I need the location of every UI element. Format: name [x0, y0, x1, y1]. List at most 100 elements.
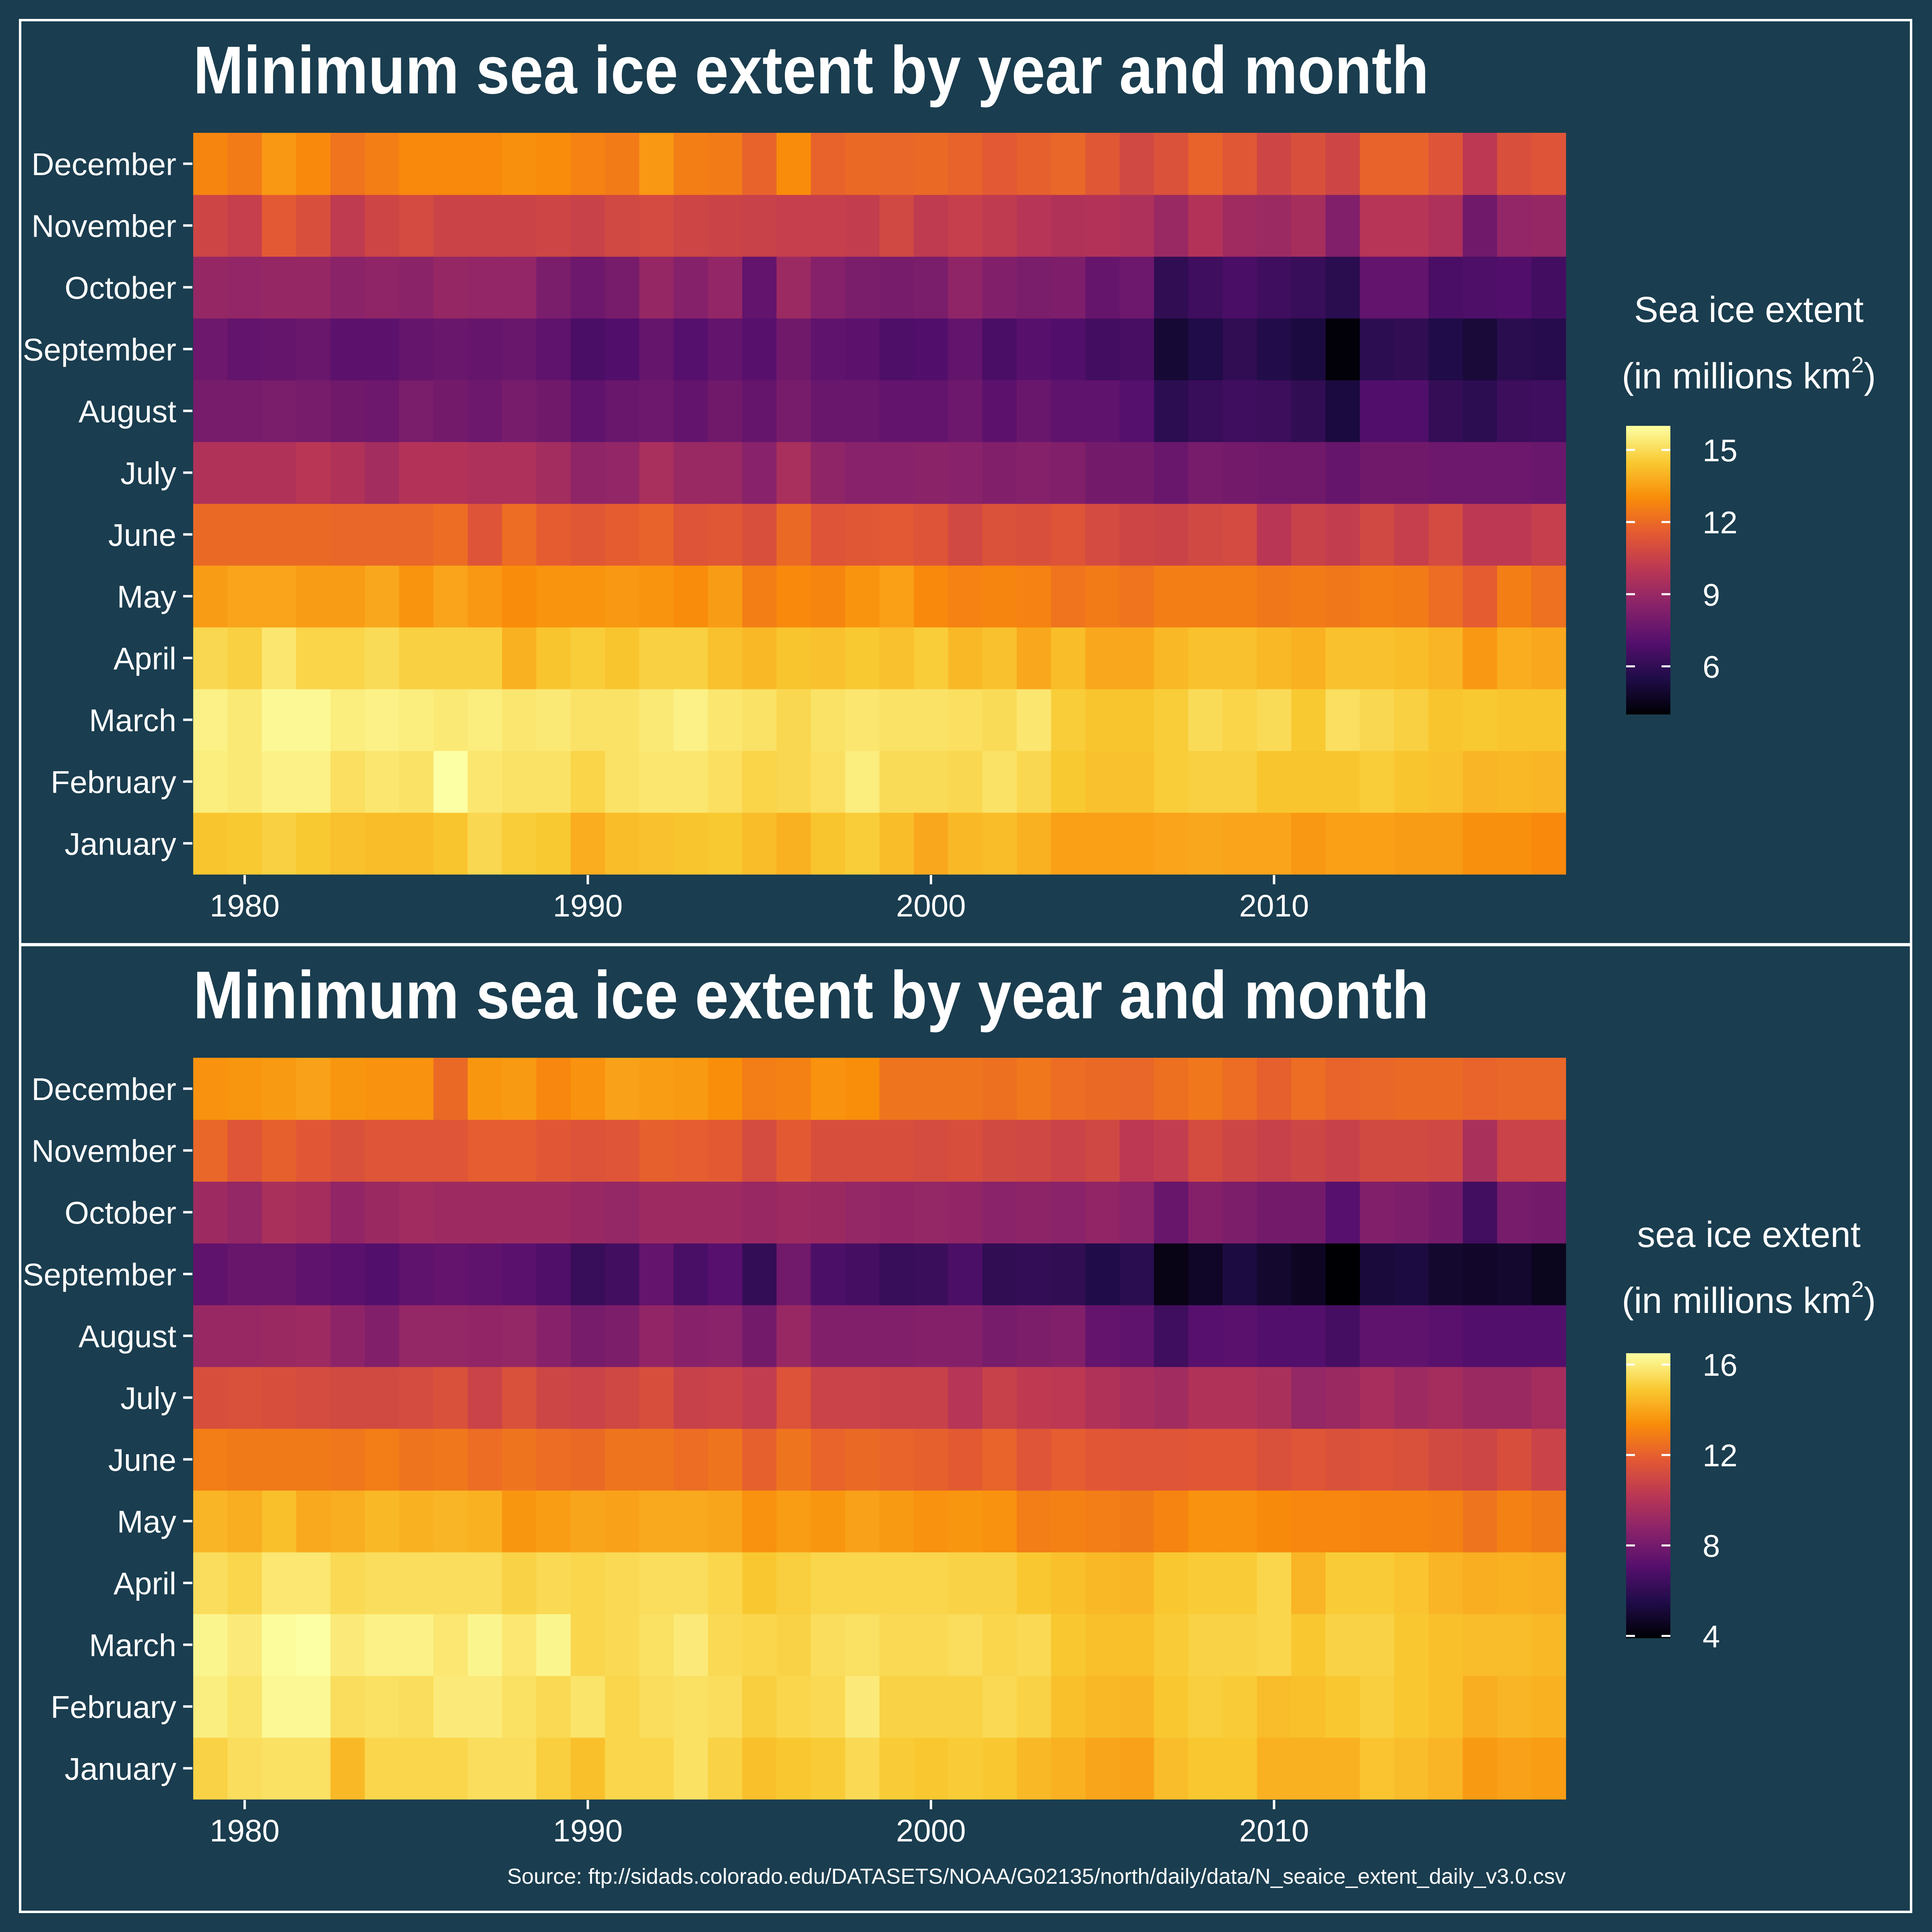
heatmap-cell [570, 751, 605, 813]
chart-2-legend-title: sea ice extent [1637, 1215, 1860, 1255]
heatmap-cell [776, 812, 811, 875]
heatmap-cell [433, 1428, 468, 1491]
heatmap-cell [433, 1119, 468, 1182]
heatmap-cell [468, 627, 503, 689]
heatmap-cell [708, 1676, 743, 1738]
heatmap-cell [914, 1243, 949, 1305]
x-tick-label: 2000 [896, 888, 966, 923]
chart-1-legend-title: Sea ice extent [1634, 290, 1864, 330]
heatmap-cell [1531, 627, 1566, 689]
heatmap-cell [811, 751, 846, 813]
heatmap-cell [433, 1058, 468, 1120]
heatmap-cell [1428, 380, 1463, 442]
heatmap-cell [1085, 442, 1120, 504]
heatmap-cell [227, 689, 262, 751]
chart-2-title: Minimum sea ice extent by year and month [193, 957, 1429, 1033]
heatmap-cell [742, 1614, 777, 1676]
heatmap-cell [845, 812, 880, 875]
heatmap-cell [1085, 380, 1120, 442]
heatmap-cell [948, 133, 983, 195]
heatmap-cell [1531, 1737, 1566, 1800]
y-tick-label: September [23, 332, 176, 367]
heatmap-cell [1222, 1181, 1257, 1244]
heatmap-cell [570, 318, 605, 380]
heatmap-cell [1051, 751, 1086, 813]
legend-tick-label: 12 [1703, 505, 1738, 540]
heatmap-cell [1188, 1552, 1223, 1614]
y-tick-label: January [65, 1751, 177, 1786]
heatmap-cell [227, 1490, 262, 1552]
heatmap-cell [1188, 442, 1223, 504]
heatmap-cell [1360, 1181, 1395, 1244]
heatmap-cell [1222, 1366, 1257, 1429]
heatmap-cell [605, 1305, 640, 1367]
heatmap-cell [1154, 504, 1189, 566]
chart-1-x-axis: 1980 1990 2000 2010 [210, 875, 1309, 923]
heatmap-cell [1222, 1428, 1257, 1491]
heatmap-cell [193, 194, 228, 257]
heatmap-cell [502, 504, 537, 566]
heatmap-cell [1222, 751, 1257, 813]
heatmap-cell [811, 1737, 846, 1800]
heatmap-cell [1188, 318, 1223, 380]
heatmap-cell [639, 1552, 674, 1614]
heatmap-cell [1085, 751, 1120, 813]
heatmap-cell [399, 751, 434, 813]
heatmap-cell [1051, 1181, 1086, 1244]
heatmap-cell [776, 689, 811, 751]
heatmap-cell [605, 133, 640, 195]
heatmap-cell [776, 256, 811, 319]
heatmap-cell [227, 442, 262, 504]
heatmap-cell [570, 1119, 605, 1182]
heatmap-cell [914, 1305, 949, 1367]
heatmap-cell [1257, 256, 1292, 319]
heatmap-cell [399, 565, 434, 627]
heatmap-cell [1497, 1058, 1532, 1120]
heatmap-cell [1325, 1119, 1360, 1182]
heatmap-cell [262, 194, 297, 257]
heatmap-cell [1017, 1737, 1052, 1800]
heatmap-cell [1257, 1366, 1292, 1429]
heatmap-cell [536, 133, 571, 195]
heatmap-cell [673, 1614, 708, 1676]
heatmap-cell [1360, 751, 1395, 813]
heatmap-cell [811, 627, 846, 689]
heatmap-cell [914, 1119, 949, 1182]
heatmap-cell [1154, 380, 1189, 442]
heatmap-cell [914, 1552, 949, 1614]
heatmap-cell [1428, 133, 1463, 195]
heatmap-cell [708, 504, 743, 566]
heatmap-cell [1428, 1676, 1463, 1738]
heatmap-cell [502, 318, 537, 380]
heatmap-cell [1463, 442, 1498, 504]
heatmap-cell [982, 504, 1017, 566]
heatmap-cell [914, 256, 949, 319]
heatmap-cell [1222, 318, 1257, 380]
heatmap-cell [433, 1676, 468, 1738]
heatmap-cell [1257, 133, 1292, 195]
heatmap-cell [879, 1552, 914, 1614]
heatmap-cell [1257, 318, 1292, 380]
heatmap-cell [879, 1490, 914, 1552]
heatmap-cell [570, 1490, 605, 1552]
heatmap-cell [1497, 1737, 1532, 1800]
heatmap-cell [193, 1552, 228, 1614]
heatmap-cell [948, 1305, 983, 1367]
heatmap-cell [1428, 689, 1463, 751]
heatmap-cell [605, 1552, 640, 1614]
heatmap-cell [1085, 565, 1120, 627]
heatmap-cell [570, 1676, 605, 1738]
heatmap-cell [1531, 1119, 1566, 1182]
heatmap-cell [605, 442, 640, 504]
heatmap-cell [708, 1181, 743, 1244]
heatmap-cell [605, 318, 640, 380]
heatmap-cell [1154, 751, 1189, 813]
y-tick-label: June [108, 1442, 176, 1478]
heatmap-cell [982, 1552, 1017, 1614]
heatmap-cell [502, 751, 537, 813]
heatmap-cell [639, 318, 674, 380]
heatmap-cell [1222, 1119, 1257, 1182]
heatmap-cell [330, 565, 365, 627]
heatmap-cell [1325, 1181, 1360, 1244]
heatmap-cell [845, 1614, 880, 1676]
